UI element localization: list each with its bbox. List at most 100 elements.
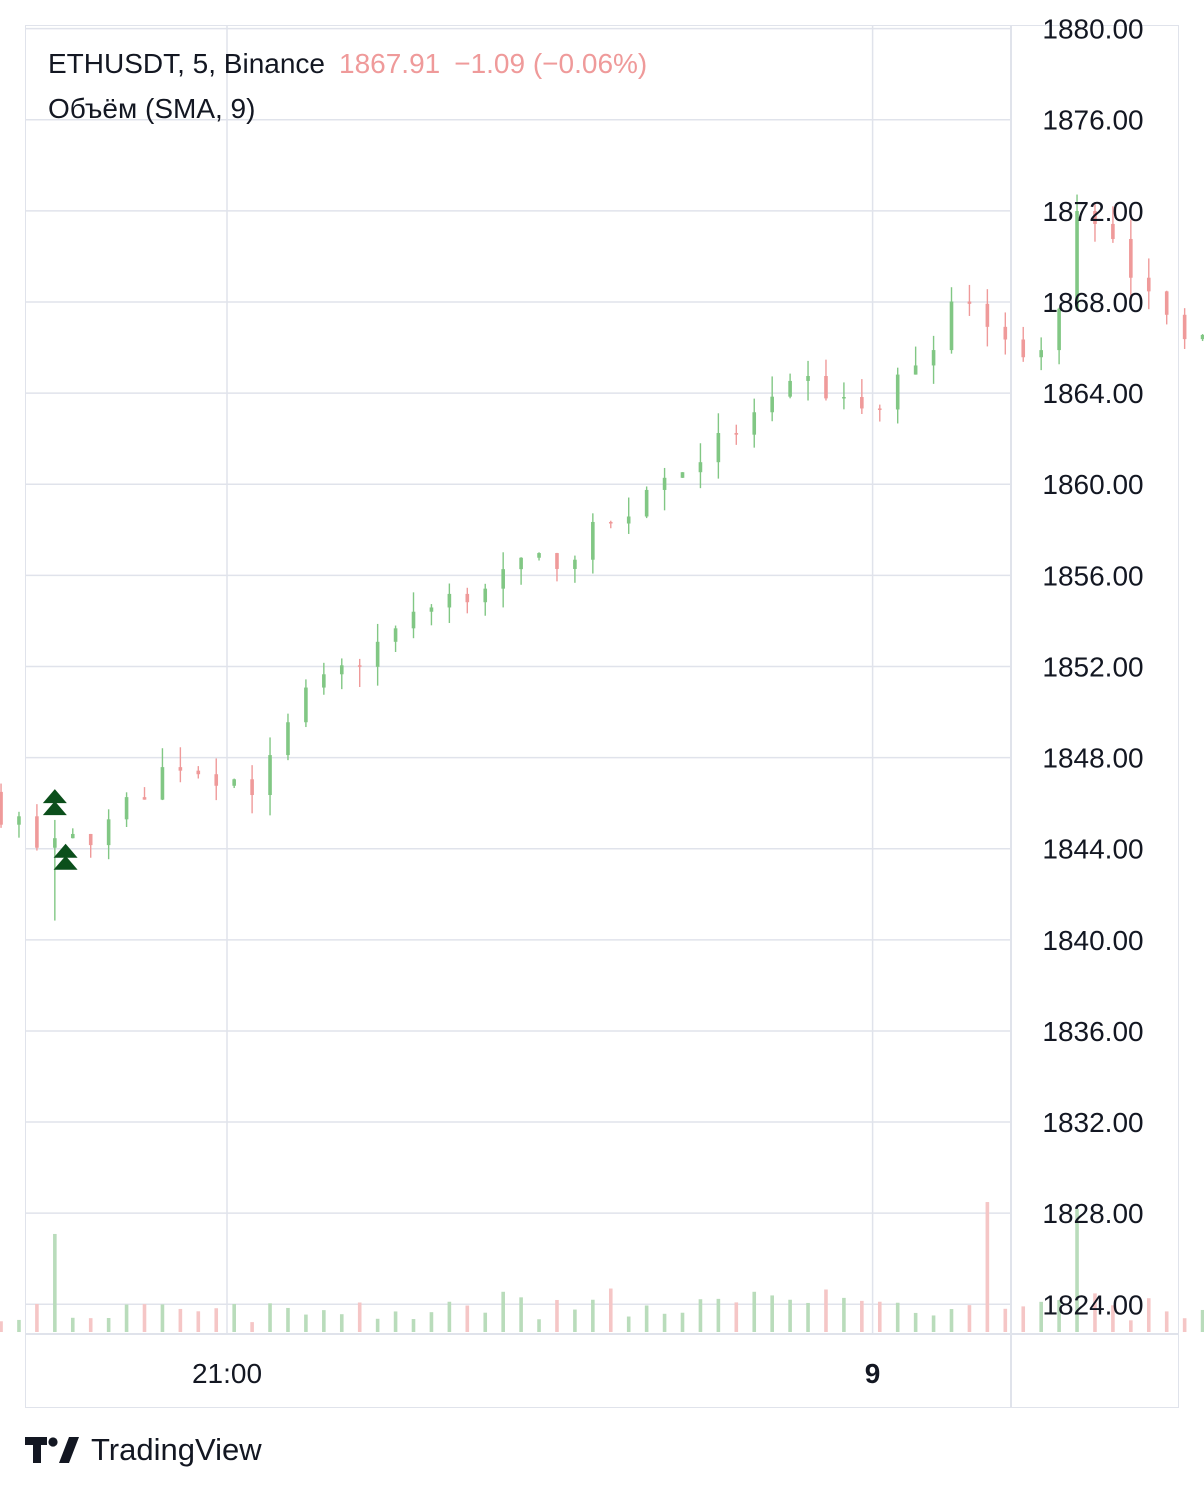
candle-body: [734, 433, 739, 435]
volume-bar: [734, 1302, 739, 1332]
volume-bar: [1182, 1318, 1187, 1332]
volume-bar: [357, 1302, 362, 1332]
y-tick-label: 1856.00: [1042, 560, 1143, 591]
y-tick-label: 1832.00: [1042, 1107, 1143, 1138]
candle-body: [877, 408, 882, 410]
volume-bar: [895, 1302, 900, 1332]
legend-symbol-row: ETHUSDT, 5, Binance 1867.91 −1.09 (−0.06%): [48, 48, 647, 80]
y-tick-label: 1824.00: [1042, 1289, 1143, 1320]
candle-body: [860, 396, 864, 409]
buy-signal-marker: [53, 843, 78, 870]
tradingview-logo[interactable]: TradingView: [25, 1432, 262, 1468]
y-tick-label: 1880.00: [1042, 14, 1143, 45]
volume-bar: [698, 1299, 703, 1332]
candle-body: [519, 557, 523, 570]
candle-body: [1129, 238, 1133, 278]
volume-bar: [1003, 1308, 1008, 1332]
candle-body: [1164, 291, 1169, 315]
volume-bar: [286, 1307, 290, 1332]
volume-bar: [752, 1291, 757, 1332]
volume-bar: [662, 1313, 667, 1332]
volume-bar: [483, 1312, 488, 1332]
candle-body: [985, 303, 990, 327]
tradingview-logo-text: TradingView: [91, 1432, 262, 1467]
buy-signal-marker: [42, 789, 67, 816]
candle-body: [196, 770, 201, 775]
volume-bar: [573, 1309, 577, 1332]
y-tick-label: 1864.00: [1042, 378, 1143, 409]
volume-bar: [877, 1301, 882, 1332]
candle-body: [411, 611, 416, 629]
volume-bar: [124, 1304, 129, 1332]
volume-bar: [250, 1322, 254, 1332]
candle-body: [70, 833, 75, 839]
candle-body: [429, 607, 434, 612]
candle-body: [949, 301, 954, 351]
volume-bar: [824, 1289, 828, 1332]
volume-bar: [519, 1297, 523, 1332]
candle-body: [895, 374, 900, 410]
volume-bar: [160, 1304, 165, 1332]
candle-body: [160, 767, 165, 800]
volume-bar: [465, 1305, 470, 1332]
y-tick-label: 1840.00: [1042, 925, 1143, 956]
volume-bar: [806, 1302, 810, 1332]
y-tick-label: 1860.00: [1042, 469, 1143, 500]
candle-body: [0, 791, 3, 825]
candle-body: [1146, 277, 1151, 292]
volume-bar: [788, 1299, 792, 1332]
volume-bar: [214, 1308, 219, 1332]
candle-body: [1075, 211, 1079, 309]
volume-bar: [591, 1299, 595, 1332]
volume-bar: [393, 1311, 398, 1332]
volume-bar: [716, 1298, 721, 1332]
candle-body: [716, 433, 721, 463]
candle-body: [232, 779, 236, 786]
candle-body: [842, 396, 846, 399]
candle-body: [662, 477, 667, 490]
y-tick-label: 1852.00: [1042, 651, 1143, 682]
y-tick-label: 1848.00: [1042, 743, 1143, 774]
candle-body: [1003, 326, 1008, 340]
candle-body: [1057, 308, 1061, 351]
candle-body: [304, 687, 308, 723]
candle-body: [626, 516, 631, 524]
candle-body: [573, 559, 577, 569]
candle-body: [357, 665, 362, 667]
candle-body: [698, 462, 703, 473]
volume-bar: [644, 1305, 649, 1332]
grid-layer: [26, 26, 1011, 1334]
candle-body: [1111, 223, 1115, 239]
volume-bar: [53, 1233, 57, 1332]
y-tick-label: 1844.00: [1042, 834, 1143, 865]
candle-body: [608, 521, 613, 524]
volume-bar: [1039, 1301, 1043, 1332]
legend-symbol: ETHUSDT, 5, Binance: [48, 48, 325, 79]
candle-body: [967, 301, 972, 304]
y-tick-label: 1868.00: [1042, 287, 1143, 318]
candle-body: [375, 641, 380, 667]
volume-bar: [1093, 1293, 1097, 1332]
candle-body: [214, 774, 219, 786]
volume-bar: [1057, 1300, 1061, 1332]
volume-bar: [375, 1318, 380, 1332]
candle-body: [268, 755, 272, 796]
candle-body: [53, 838, 57, 848]
candle-body: [770, 396, 774, 413]
candle-body: [1200, 334, 1204, 340]
volume-bar: [608, 1288, 613, 1332]
candle-body: [1039, 350, 1043, 358]
y-tick-label: 1872.00: [1042, 196, 1143, 227]
volume-bar: [232, 1304, 236, 1332]
volume-bar: [931, 1315, 936, 1332]
candle-body: [1021, 339, 1026, 358]
candle-body: [88, 833, 93, 846]
candle-body: [913, 365, 918, 375]
volume-bar: [304, 1314, 308, 1332]
volume-bar: [70, 1317, 75, 1332]
candle-body: [178, 767, 183, 771]
candle-body: [931, 350, 936, 366]
volume-bar: [88, 1318, 93, 1332]
legend-indicator-row: Объём (SMA, 9): [48, 93, 255, 125]
